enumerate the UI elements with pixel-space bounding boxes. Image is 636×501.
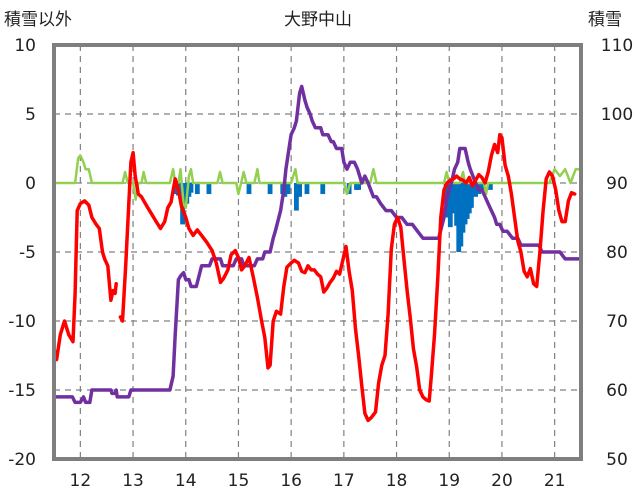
x-tick-label: 21 (544, 471, 566, 491)
y-right-tick-label: 90 (606, 174, 628, 194)
x-tick-label: 14 (175, 471, 197, 491)
right-axis-label: 積雪 (588, 10, 622, 30)
x-tick-label: 18 (386, 471, 408, 491)
x-tick-label: 19 (438, 471, 460, 491)
bar-mark (206, 183, 212, 195)
x-tick-label: 16 (280, 471, 302, 491)
y-right-tick-label: 50 (606, 450, 628, 470)
bar-mark (294, 183, 299, 211)
left-axis-label: 積雪以外 (4, 10, 72, 30)
x-tick-label: 20 (491, 471, 513, 491)
plot-frame (52, 43, 583, 461)
y-right-tick-label: 110 (601, 36, 633, 56)
bar-mark (267, 183, 273, 195)
bar-mark (320, 183, 326, 195)
y-left-tick-label: -20 (8, 450, 36, 470)
x-tick-label: 17 (333, 471, 355, 491)
bar-mark (487, 183, 493, 190)
x-tick-label: 12 (70, 471, 92, 491)
y-right-tick-label: 70 (606, 312, 628, 332)
bar-mark (194, 183, 200, 195)
bar-mark (246, 183, 252, 195)
bar-mark (473, 183, 478, 197)
bar-mark (304, 183, 310, 195)
chart-title: 大野中山 (284, 10, 352, 30)
y-right-tick-label: 100 (601, 105, 633, 125)
y-left-tick-label: 10 (14, 36, 36, 56)
series-line-temperature (53, 132, 577, 423)
x-tick-label: 15 (228, 471, 250, 491)
y-left-tick-label: -10 (8, 312, 36, 332)
y-right-tick-label: 60 (606, 381, 628, 401)
y-left-tick-label: -15 (8, 381, 36, 401)
bar-mark (285, 183, 291, 195)
y-left-tick-label: 0 (25, 174, 36, 194)
grid-layer (54, 45, 581, 459)
y-left-tick-label: -5 (19, 243, 36, 263)
series-layer (53, 84, 583, 423)
bar-mark (479, 183, 485, 190)
y-right-tick-label: 80 (606, 243, 628, 263)
bar-mark (297, 183, 302, 197)
bar-mark (356, 183, 362, 190)
bar-mark (468, 183, 474, 208)
y-left-tick-label: 5 (25, 105, 36, 125)
x-tick-label: 13 (122, 471, 144, 491)
bar-mark (188, 183, 194, 193)
